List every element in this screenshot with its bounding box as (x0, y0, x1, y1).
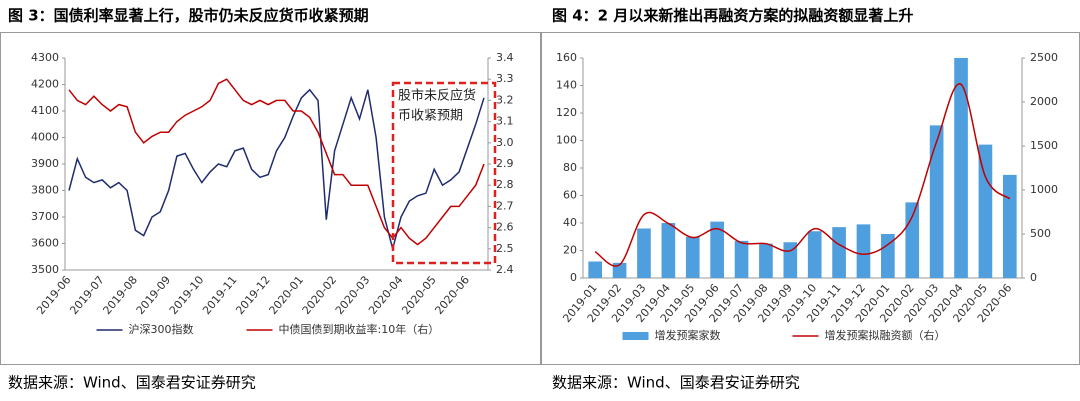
y2-tick-label: 2.9 (496, 157, 514, 170)
source-note: 数据来源：Wind、国泰君安证券研究 (552, 374, 800, 392)
bar (856, 224, 871, 278)
chart-title: 图 3：国债利率显著上行，股市仍未反应货币收紧预期 (8, 7, 369, 25)
bar (734, 240, 749, 278)
legend-label: 增发预案家数 (655, 328, 721, 342)
legend-label: 增发预案拟融资额（右） (825, 328, 946, 342)
y2-tick-label: 3.4 (496, 51, 514, 64)
y-tick-label: 3500 (31, 263, 59, 276)
y-tick-label: 3800 (31, 184, 59, 197)
x-tick-label: 2019-11 (200, 274, 240, 318)
y2-tick-label: 2.7 (496, 199, 514, 212)
annotation-box (391, 81, 497, 265)
y-tick-label: 80 (563, 161, 577, 174)
y-tick-label: 100 (556, 134, 577, 147)
y-tick-label: 4000 (31, 131, 59, 144)
bar (588, 261, 603, 278)
y-tick-label: 120 (556, 106, 577, 119)
y2-tick-label: 3.0 (496, 136, 514, 149)
y-tick-label: 0 (570, 271, 577, 284)
bar (685, 236, 700, 278)
y2-tick-label: 3.3 (496, 72, 514, 85)
line-series (594, 83, 1011, 267)
bar (905, 202, 920, 278)
y-tick-label: 4100 (31, 104, 59, 117)
bar (881, 234, 895, 278)
y-tick-label: 4200 (31, 78, 59, 91)
x-tick-label: 2020-05 (399, 274, 439, 318)
x-tick-label: 2020-04 (366, 274, 406, 318)
bar (637, 228, 651, 278)
x-tick-label: 2020-06 (432, 274, 472, 318)
bar (759, 243, 773, 278)
y-tick-label: 4300 (31, 51, 59, 64)
x-tick-label: 2020-03 (333, 274, 373, 318)
y2-tick-label: 500 (1030, 227, 1051, 240)
y2-tick-label: 3.2 (496, 93, 514, 106)
x-tick-label: 2019-09 (134, 274, 174, 318)
annotation: 币收紧预期 (398, 109, 463, 124)
x-tick-label: 2019-12 (233, 274, 273, 318)
bar (1002, 174, 1017, 278)
bar (807, 231, 822, 278)
annotation: 股市未反应货 (398, 88, 476, 104)
y2-tick-label: 2.6 (496, 221, 514, 234)
y2-tick-label: 3.1 (496, 115, 514, 128)
y-tick-label: 3900 (31, 157, 59, 170)
y2-tick-label: 2500 (1030, 51, 1058, 64)
legend-label: 中债国债到期收益率:10年（右） (279, 322, 440, 336)
y2-tick-label: 1000 (1030, 183, 1058, 196)
y2-tick-label: 2.8 (496, 178, 514, 191)
x-tick-label: 2020-01 (266, 274, 306, 318)
legend-swatch (622, 332, 649, 340)
bar (710, 221, 724, 278)
chart-title: 图 4：2 月以来新推出再融资方案的拟融资额显著上升 (552, 7, 913, 25)
y-tick-label: 3700 (31, 210, 59, 223)
y-tick-label: 40 (563, 216, 577, 229)
x-tick-label: 2019-10 (167, 274, 207, 318)
line-series (68, 88, 485, 252)
x-tick-label: 2019-08 (100, 274, 140, 318)
x-tick-label: 2019-06 (34, 274, 74, 318)
source-note: 数据来源：Wind、国泰君安证券研究 (8, 374, 256, 392)
line-series (68, 78, 485, 246)
y2-tick-label: 2000 (1030, 95, 1058, 108)
y2-tick-label: 2.4 (496, 263, 514, 276)
bar (832, 227, 846, 278)
y2-tick-label: 1500 (1030, 139, 1058, 152)
y2-tick-label: 2.5 (496, 242, 514, 255)
y-tick-label: 20 (563, 244, 577, 257)
bar (978, 144, 993, 278)
bar (929, 125, 944, 278)
y-tick-label: 160 (556, 51, 577, 64)
panel-border (0, 32, 541, 365)
x-tick-label: 2020-02 (300, 274, 340, 318)
bar (954, 58, 968, 278)
y-tick-label: 140 (556, 79, 577, 92)
x-tick-label: 2019-07 (67, 274, 107, 318)
bar (661, 223, 676, 278)
y-tick-label: 3600 (31, 237, 59, 250)
legend-label: 沪深300指数 (129, 322, 194, 336)
y2-tick-label: 0 (1030, 271, 1037, 284)
y-tick-label: 60 (563, 189, 577, 202)
